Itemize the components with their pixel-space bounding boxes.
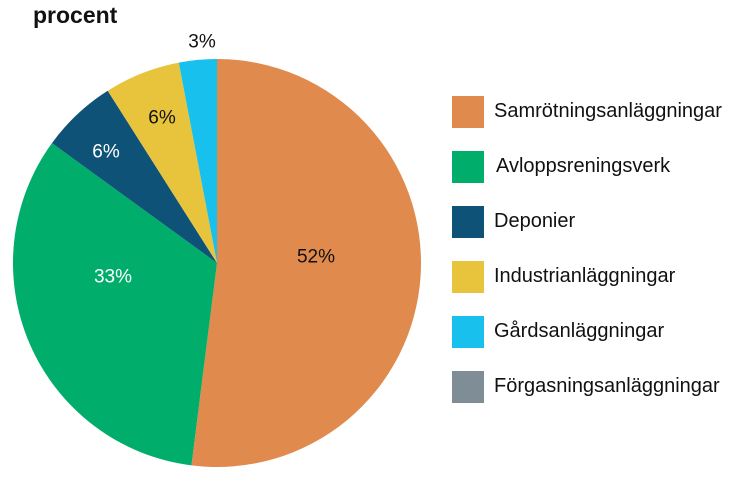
legend-swatch [452,151,484,183]
pie-slice [51,90,218,263]
legend-item: Samrötningsanläggningar [452,96,747,151]
legend-label: Industrianläggningar [494,265,676,287]
legend-label: Deponier [494,210,576,232]
slice-data-label: 6% [92,142,120,163]
legend-item: Avloppsreningsverk [452,151,747,206]
legend-swatch [452,371,484,403]
legend-item: Industrianläggningar [452,261,747,316]
pie-slice [178,58,217,263]
legend: Samrötningsanläggningar Avloppsreningsve… [452,96,747,426]
slice-data-label: 33% [94,267,132,288]
pie-slice [191,58,422,467]
legend-label: Gårdsanläggningar [494,320,665,342]
slice-data-label: 3% [188,32,216,53]
legend-label: Avloppsreningsverk [496,155,671,177]
pie-slice [12,143,217,466]
legend-swatch [452,316,484,348]
legend-swatch [452,206,484,238]
pie-chart: 52% 33% 6% 6% 3% [12,32,422,467]
legend-label: Förgasningsanläggningar [494,375,720,397]
slice-data-label: 6% [148,108,176,129]
legend-item: Deponier [452,206,747,261]
legend-swatch [452,261,484,293]
chart-title: procent [33,2,118,28]
pie-slice [107,62,217,263]
legend-item: Gårdsanläggningar [452,316,747,371]
legend-label: Samrötningsanläggningar [494,100,722,122]
legend-item: Förgasningsanläggningar [452,371,747,426]
slice-data-label: 52% [297,247,335,268]
legend-swatch [452,96,484,128]
